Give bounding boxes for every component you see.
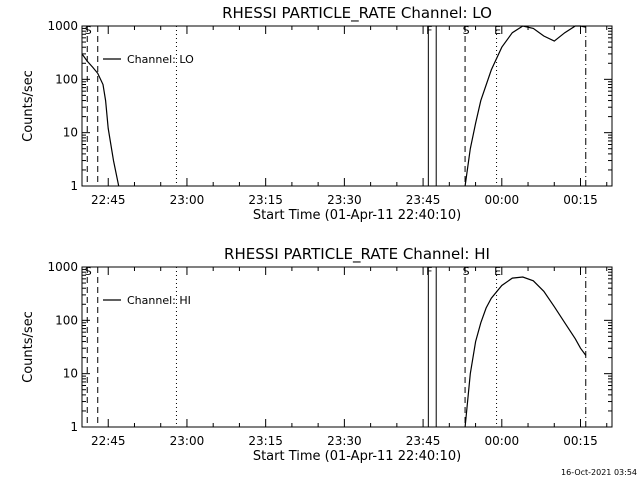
y-axis-label: Counts/sec bbox=[21, 70, 36, 142]
y-tick-label: 10 bbox=[63, 126, 78, 140]
x-tick-label: 23:30 bbox=[327, 193, 362, 207]
y-tick-label: 10 bbox=[63, 367, 78, 381]
series-line bbox=[81, 53, 120, 187]
y-tick-label: 100 bbox=[55, 313, 78, 327]
event-marker-label: F bbox=[426, 265, 432, 278]
x-tick-label: 22:45 bbox=[91, 193, 126, 207]
y-tick-label: 1000 bbox=[47, 260, 78, 274]
y-tick-label: 100 bbox=[55, 72, 78, 86]
series-line bbox=[464, 276, 587, 428]
event-marker-label: E bbox=[494, 24, 501, 37]
x-tick-label: 00:00 bbox=[485, 193, 520, 207]
x-tick-label: 23:45 bbox=[406, 434, 441, 448]
x-tick-label: 23:15 bbox=[248, 434, 283, 448]
chart-title: RHESSI PARTICLE_RATE Channel: LO bbox=[222, 4, 492, 23]
plot-frame bbox=[81, 266, 613, 428]
x-tick-label: 00:15 bbox=[563, 434, 598, 448]
series-line bbox=[464, 25, 586, 187]
legend-label: Channel: HI bbox=[127, 294, 191, 307]
event-marker-label: S bbox=[463, 24, 470, 37]
y-tick-label: 1 bbox=[70, 420, 78, 434]
x-tick-label: 00:15 bbox=[563, 193, 598, 207]
event-marker-label: S bbox=[85, 265, 92, 278]
x-axis-label: Start Time (01-Apr-11 22:40:10) bbox=[253, 208, 461, 223]
y-tick-label: 1 bbox=[70, 179, 78, 193]
x-tick-label: 23:30 bbox=[327, 434, 362, 448]
plot-frame bbox=[81, 25, 613, 187]
y-tick-label: 1000 bbox=[47, 19, 78, 33]
event-marker-label: S bbox=[85, 24, 92, 37]
x-tick-label: 22:45 bbox=[91, 434, 126, 448]
x-tick-label: 00:00 bbox=[485, 434, 520, 448]
chart-title: RHESSI PARTICLE_RATE Channel: HI bbox=[224, 245, 490, 264]
x-tick-label: 23:45 bbox=[406, 193, 441, 207]
x-tick-label: 23:00 bbox=[170, 193, 205, 207]
legend-label: Channel: LO bbox=[127, 53, 194, 66]
event-marker-label: E bbox=[494, 265, 501, 278]
x-axis-label: Start Time (01-Apr-11 22:40:10) bbox=[253, 449, 461, 464]
y-axis-label: Counts/sec bbox=[21, 311, 36, 383]
timestamp: 16-Oct-2021 03:54 bbox=[561, 468, 637, 477]
event-marker-label: S bbox=[463, 265, 470, 278]
event-marker-label: F bbox=[426, 24, 432, 37]
x-tick-label: 23:00 bbox=[170, 434, 205, 448]
x-tick-label: 23:15 bbox=[248, 193, 283, 207]
